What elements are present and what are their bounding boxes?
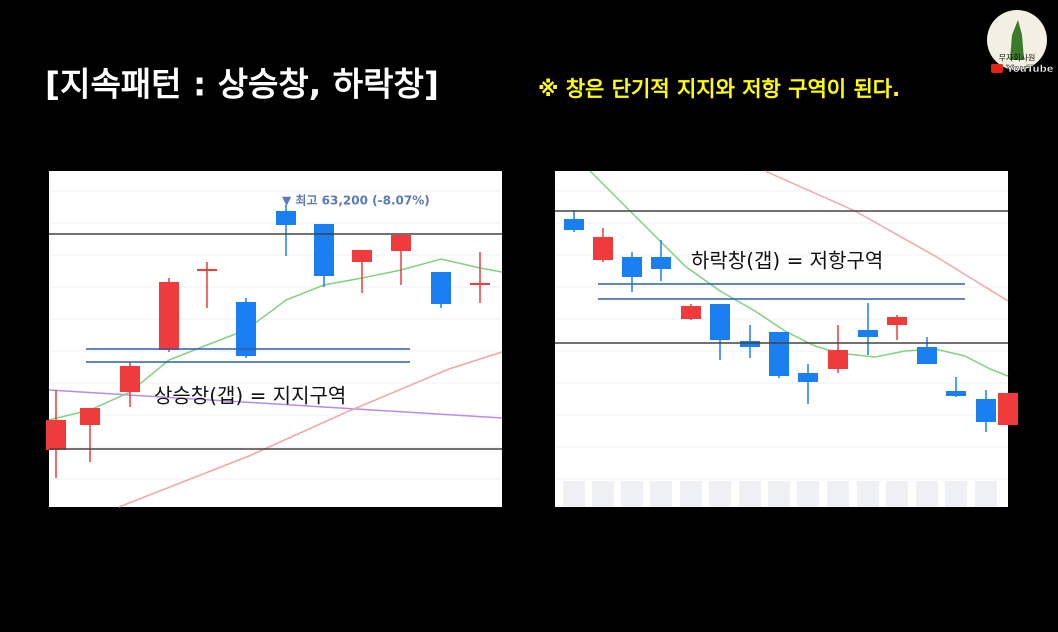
volume-box — [975, 481, 997, 507]
candle-body — [681, 306, 701, 319]
candle-body — [431, 272, 451, 304]
volume-box — [650, 481, 672, 507]
candle-body — [159, 282, 179, 350]
volume-box — [680, 481, 702, 507]
candle-body — [946, 391, 966, 396]
candle-body — [740, 341, 760, 347]
volume-box — [886, 481, 908, 507]
volume-box — [857, 481, 879, 507]
candle-body — [769, 332, 789, 376]
gap-label: 하락창(갭) = 저항구역 — [691, 249, 883, 273]
candle-body — [710, 304, 730, 340]
candle-body — [276, 211, 296, 225]
volume-box — [621, 481, 643, 507]
volume-box — [592, 481, 614, 507]
candle-body — [651, 257, 671, 269]
candle-body — [120, 366, 140, 392]
candle-body — [858, 330, 878, 337]
candle-body — [593, 237, 613, 260]
candle-body — [236, 302, 256, 356]
candle-body — [564, 219, 584, 230]
annotation: ▼ 최고 63,200 (-8.07%) — [282, 193, 430, 208]
left-panel: ▼ 최고 63,200 (-8.07%) 상승창(갭) = 지지구역 — [46, 171, 503, 508]
candle-body — [976, 399, 996, 422]
logo-platform: YouTube — [1005, 64, 1053, 75]
ma-line — [764, 170, 1009, 302]
volume-box — [563, 481, 585, 507]
title: [지속패턴 : 상승창, 하락창] — [45, 65, 439, 104]
ma-line — [589, 170, 1009, 377]
candle-body — [352, 250, 372, 262]
note: ※ 창은 단기적 지지와 저항 구역이 된다. — [538, 77, 900, 101]
gap-label: 상승창(갭) = 지지구역 — [154, 384, 346, 408]
volume-box — [827, 481, 849, 507]
panel-bg — [49, 171, 502, 507]
logo-yt-icon — [991, 64, 1003, 73]
candle-body — [80, 408, 100, 425]
volume-box — [739, 481, 761, 507]
candle-body — [197, 269, 217, 271]
right-panel: 하락창(갭) = 저항구역 — [555, 170, 1018, 507]
logo: 무자회사원 YouTube — [987, 10, 1054, 75]
candle-body — [622, 257, 642, 277]
logo-plant — [1010, 20, 1024, 60]
candle-body — [917, 347, 937, 364]
volume-box — [797, 481, 819, 507]
candle-body — [314, 224, 334, 276]
candle-body — [391, 235, 411, 251]
volume-box — [916, 481, 938, 507]
candle-body — [470, 283, 490, 285]
candle-body — [887, 317, 907, 325]
volume-box — [768, 481, 790, 507]
volume-box — [709, 481, 731, 507]
candle-body — [46, 420, 66, 450]
volume-box — [945, 481, 967, 507]
candle-body — [998, 393, 1018, 425]
candle-body — [798, 373, 818, 382]
ma-line — [118, 351, 503, 508]
logo-channel: 무자회사원 — [999, 54, 1036, 63]
candle-body — [828, 350, 848, 369]
